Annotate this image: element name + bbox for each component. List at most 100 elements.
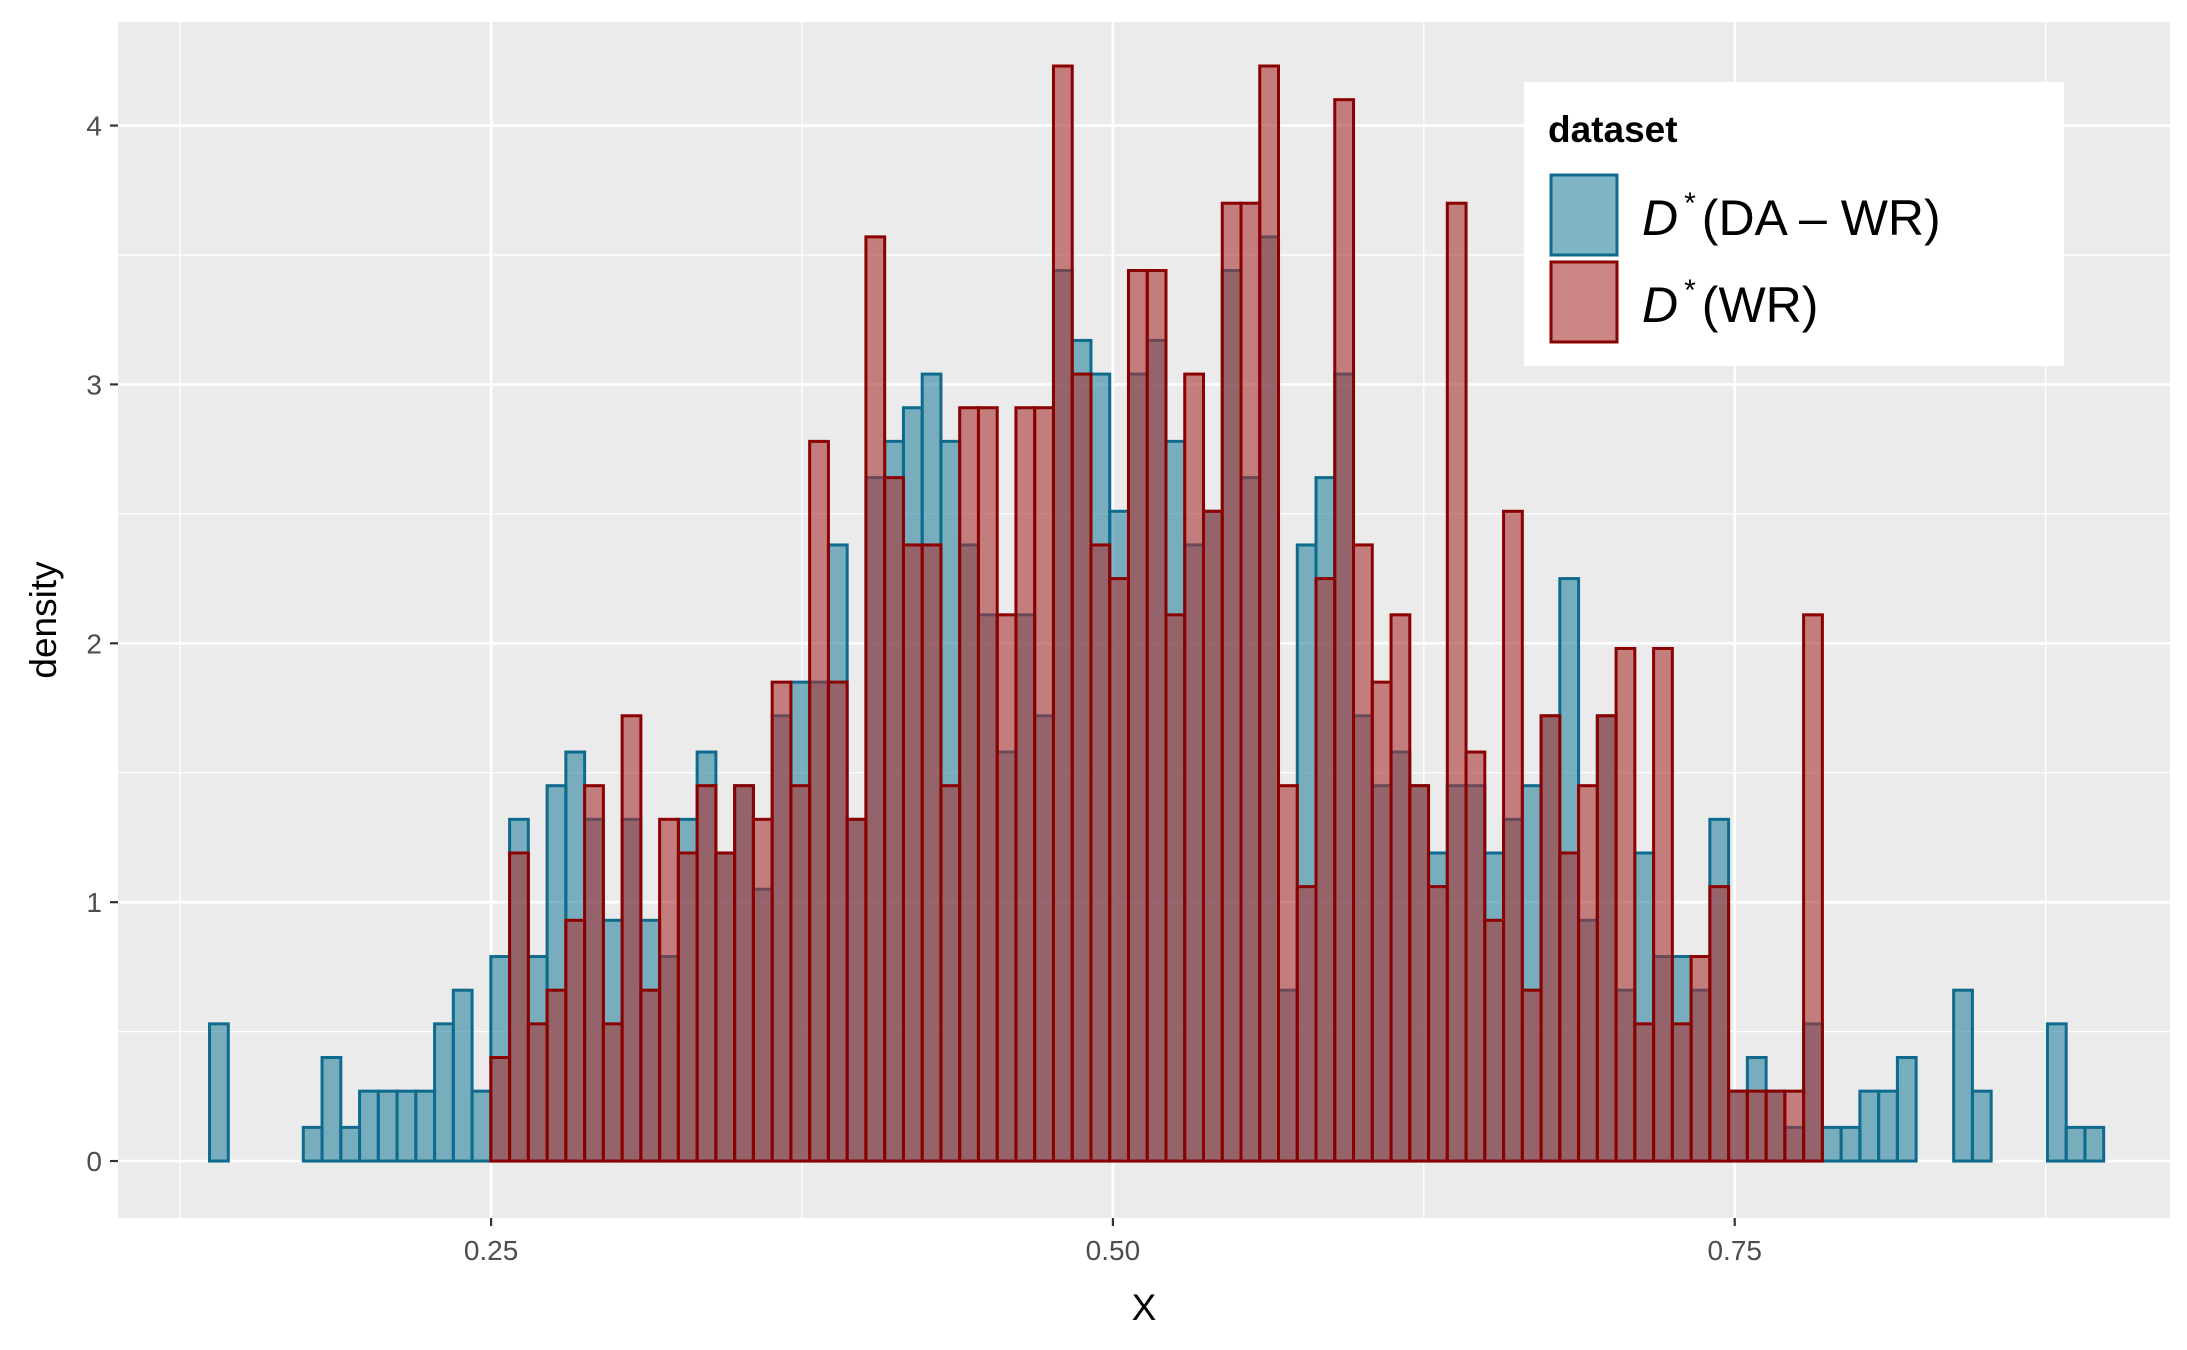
bar-wr [1314, 577, 1337, 1163]
bar-da-wr [1858, 1089, 1881, 1163]
bar-wr [1070, 372, 1093, 1163]
bar-da-wr [1895, 1055, 1918, 1163]
bar-wr [676, 851, 699, 1163]
bar-wr [1670, 1022, 1693, 1163]
bar-wr [489, 1055, 512, 1163]
bar-wr [545, 988, 568, 1163]
bar-wr [1089, 543, 1112, 1163]
bar-wr [1258, 64, 1281, 1163]
y-axis-title: density [23, 561, 64, 679]
y-tick-label: 3 [86, 369, 102, 400]
bar-wr [1614, 646, 1637, 1163]
bar-wr [976, 406, 999, 1163]
bar-wr [808, 439, 830, 1163]
bar-wr [1577, 784, 1599, 1163]
bar-wr [733, 784, 755, 1163]
bar-wr [1033, 406, 1055, 1163]
bar-wr [1220, 201, 1243, 1163]
bar-da-wr [470, 1089, 493, 1163]
bar-wr [1108, 577, 1130, 1163]
legend-key-wr [1549, 260, 1619, 344]
bar-da-wr [320, 1055, 343, 1163]
bar-wr [751, 817, 774, 1163]
bar-da-wr [301, 1125, 324, 1163]
bar-wr [1764, 1089, 1787, 1163]
bar-wr [1408, 784, 1431, 1163]
bar-wr [1333, 98, 1356, 1163]
bar-da-wr [1970, 1089, 1993, 1163]
bar-wr [508, 851, 530, 1163]
bar-wr [1652, 646, 1674, 1163]
bar-wr [1558, 851, 1581, 1163]
bar-wr [1464, 750, 1487, 1163]
y-tick-label: 4 [86, 111, 102, 142]
bar-wr [1370, 680, 1393, 1163]
bar-wr [526, 1022, 549, 1163]
bar-wr [1783, 1089, 1806, 1163]
bar-da-wr [2083, 1125, 2106, 1163]
bar-wr [995, 613, 1018, 1163]
bar-wr [1595, 714, 1618, 1163]
x-tick-label: 0.25 [464, 1235, 519, 1266]
bar-wr [1520, 988, 1543, 1163]
bar-wr [920, 543, 943, 1163]
bar-da-wr [1877, 1089, 1899, 1163]
bar-wr [1727, 1089, 1749, 1163]
bar-da-wr [1839, 1125, 1862, 1163]
bar-wr [1745, 1089, 1768, 1163]
bar-wr [1352, 543, 1374, 1163]
bar-wr [639, 988, 662, 1163]
bar-da-wr [451, 988, 474, 1163]
bar-wr [601, 1022, 624, 1163]
bar-wr [1051, 64, 1074, 1163]
bar-wr [1802, 613, 1824, 1163]
bar-wr [1126, 269, 1149, 1163]
legend-entry-wr: D * (WR) [1549, 260, 1818, 344]
bar-wr [826, 680, 849, 1163]
bar-wr [1239, 201, 1262, 1163]
bar-wr [695, 784, 718, 1163]
bar-wr [1483, 918, 1506, 1163]
y-tick-label: 0 [86, 1146, 102, 1177]
bar-wr [939, 784, 962, 1163]
legend-key-da-wr [1549, 173, 1619, 257]
bar-wr [1427, 885, 1449, 1163]
bar-wr [1708, 885, 1731, 1163]
bar-da-wr [358, 1089, 380, 1163]
series-wr-bars [489, 64, 1824, 1163]
bar-wr [1389, 613, 1412, 1163]
x-tick-label: 0.50 [1086, 1235, 1141, 1266]
bar-wr [958, 406, 980, 1163]
bar-wr [1145, 269, 1168, 1163]
bar-wr [1633, 1022, 1656, 1163]
bar-wr [845, 817, 868, 1163]
y-tick-label: 2 [86, 628, 102, 659]
bar-da-wr [395, 1089, 418, 1163]
bar-wr [714, 851, 737, 1163]
bar-da-wr [414, 1089, 437, 1163]
legend: dataset D * (DA – WR) D * (WR) [1524, 82, 2064, 366]
bar-wr [1014, 406, 1037, 1163]
bar-da-wr [433, 1022, 455, 1163]
bar-wr [658, 817, 680, 1163]
bar-wr [620, 714, 643, 1163]
axes: 0.25 0.50 0.75 0 1 2 3 4 [86, 111, 1762, 1266]
legend-label-wr: D * (WR) [1642, 274, 1818, 333]
bar-wr [864, 235, 887, 1163]
bar-wr [1445, 201, 1468, 1163]
bar-wr [1539, 714, 1562, 1163]
legend-title: dataset [1548, 109, 1678, 150]
legend-entry-da-wr: D * (DA – WR) [1549, 173, 1941, 257]
bar-da-wr [208, 1022, 230, 1163]
bar-da-wr [1820, 1125, 1843, 1163]
y-tick-label: 1 [86, 887, 102, 918]
bar-da-wr [1952, 988, 1974, 1163]
bar-wr [789, 784, 812, 1163]
bar-da-wr [2064, 1125, 2087, 1163]
bar-wr [1183, 372, 1205, 1163]
bar-wr [1277, 784, 1299, 1163]
bar-wr [1201, 509, 1224, 1163]
bar-wr [883, 476, 905, 1163]
legend-label-da-wr: D * (DA – WR) [1642, 187, 1941, 246]
